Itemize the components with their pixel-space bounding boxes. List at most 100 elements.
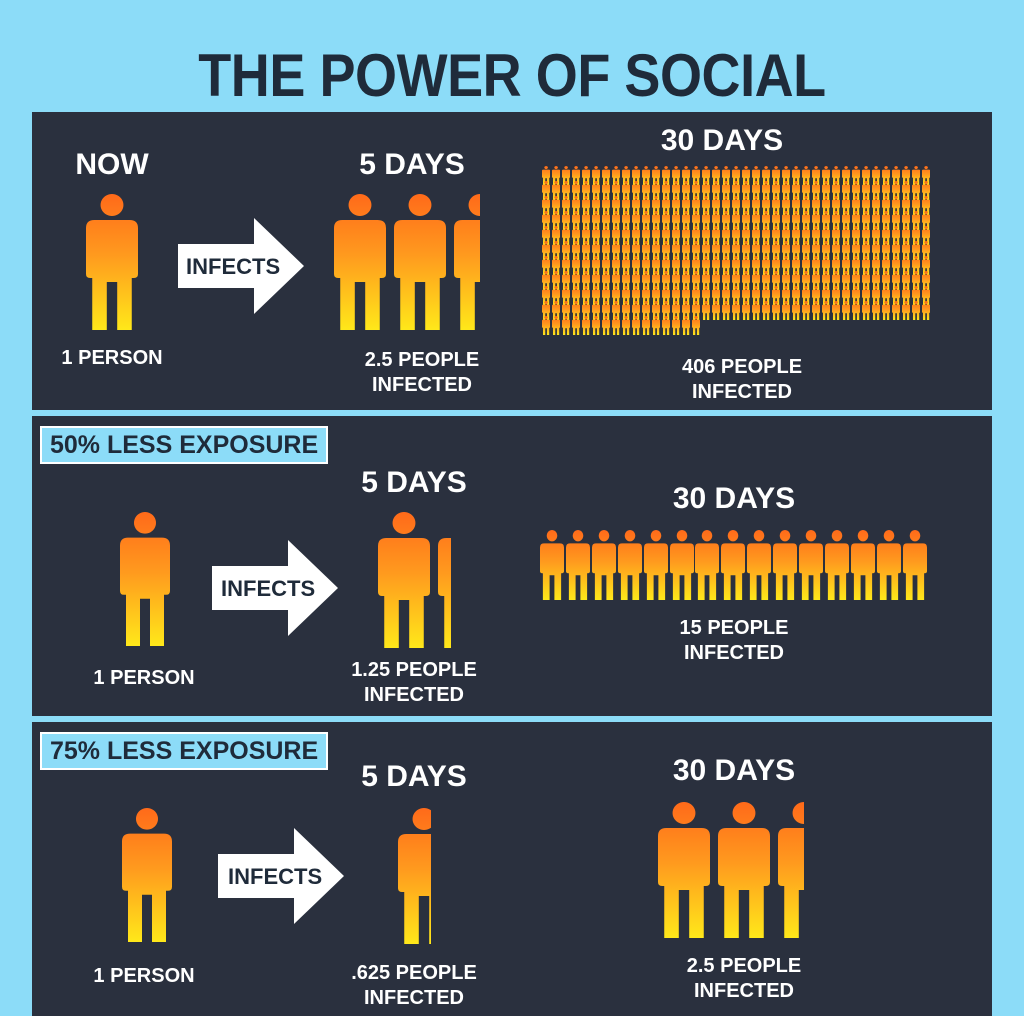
person-icon	[602, 241, 611, 260]
person-icon	[718, 802, 770, 938]
person-icon	[832, 196, 841, 215]
scenario-panel-normal: NOW 1 PERSON INFECTS 5 DAYS 2.5 PEOPLE I…	[32, 112, 992, 410]
infects-label: INFECTS	[221, 576, 316, 601]
person-icon	[662, 241, 671, 260]
person-icon	[892, 226, 901, 245]
person-icon	[812, 226, 821, 245]
person-icon	[862, 181, 871, 200]
person-icon	[582, 301, 591, 320]
day30-heading: 30 DAYS	[672, 754, 796, 787]
person-icon	[752, 181, 761, 200]
person-icon	[652, 301, 661, 320]
person-icon	[832, 271, 841, 290]
person-icon	[662, 256, 671, 275]
person-icon	[552, 196, 561, 215]
person-icon	[692, 241, 701, 260]
person-icon	[582, 286, 591, 305]
person-icon	[692, 166, 701, 185]
person-icon	[692, 271, 701, 290]
person-icon	[542, 301, 551, 320]
now-heading: NOW	[75, 148, 149, 181]
person-icon	[632, 301, 641, 320]
person-icon	[602, 226, 611, 245]
person-icon	[752, 301, 761, 320]
person-icon	[662, 166, 671, 185]
person-icon	[782, 226, 791, 245]
person-icon	[902, 211, 911, 230]
person-icon	[562, 196, 571, 215]
person-icon	[822, 271, 831, 290]
exposure-badge: 50% LESS EXPOSURE	[40, 426, 329, 464]
person-icon	[622, 211, 631, 230]
person-icon	[782, 271, 791, 290]
day30-label-line1: 2.5 PEOPLE	[686, 955, 802, 977]
person-icon	[572, 166, 581, 185]
person-icon	[622, 316, 631, 335]
person-icon	[732, 226, 741, 245]
person-icon	[782, 166, 791, 185]
person-icon	[702, 211, 711, 230]
person-icon	[872, 241, 881, 260]
day5-heading: 5 DAYS	[359, 148, 465, 181]
person-icon	[742, 166, 751, 185]
person-icon	[592, 316, 601, 335]
person-icon	[852, 196, 861, 215]
day5-label-line1: 2.5 PEOPLE	[364, 349, 480, 371]
person-icon	[922, 286, 931, 305]
person-icon	[902, 256, 911, 275]
person-icon	[892, 241, 901, 260]
person-icon	[912, 211, 921, 230]
person-icon	[772, 301, 781, 320]
person-icon	[672, 241, 681, 260]
person-icon	[862, 286, 871, 305]
day30-label-line2: INFECTED	[684, 642, 784, 664]
person-icon	[872, 166, 881, 185]
person-icon	[722, 301, 731, 320]
source-person-label: 1 PERSON	[93, 965, 195, 987]
person-icon	[438, 538, 451, 648]
person-icon	[792, 286, 801, 305]
person-icon	[542, 226, 551, 245]
person-icon	[602, 256, 611, 275]
person-icon	[832, 181, 841, 200]
person-icon	[582, 241, 591, 260]
person-icon	[842, 301, 851, 320]
person-icon	[662, 316, 671, 335]
person-icon	[542, 316, 551, 335]
person-icon	[582, 196, 591, 215]
person-icon	[592, 286, 601, 305]
person-icon	[822, 226, 831, 245]
person-icon	[742, 196, 751, 215]
person-icon	[882, 211, 891, 230]
person-icon	[682, 166, 691, 185]
person-icon	[542, 211, 551, 230]
person-icon	[812, 286, 821, 305]
person-icon	[762, 241, 771, 260]
person-icon	[842, 211, 851, 230]
person-icon	[742, 211, 751, 230]
person-icon	[832, 286, 841, 305]
person-icon	[662, 286, 671, 305]
day30-label-line1: 406 PEOPLE	[681, 356, 803, 378]
person-icon	[892, 286, 901, 305]
person-icon	[782, 241, 791, 260]
person-icon	[582, 166, 591, 185]
person-icon	[912, 196, 921, 215]
person-icon	[632, 181, 641, 200]
person-icon	[562, 166, 571, 185]
person-icon	[822, 241, 831, 260]
person-icon	[632, 196, 641, 215]
person-icon	[922, 271, 931, 290]
person-icon	[672, 301, 681, 320]
person-icon	[752, 226, 761, 245]
day5-label-line1: .625 PEOPLE	[351, 962, 477, 984]
person-icon	[922, 211, 931, 230]
person-icon	[842, 226, 851, 245]
person-icon	[752, 241, 761, 260]
person-icon	[912, 286, 921, 305]
person-icon	[732, 241, 741, 260]
person-icon	[850, 530, 875, 600]
person-icon	[662, 196, 671, 215]
person-icon	[612, 301, 621, 320]
person-icon	[862, 196, 871, 215]
